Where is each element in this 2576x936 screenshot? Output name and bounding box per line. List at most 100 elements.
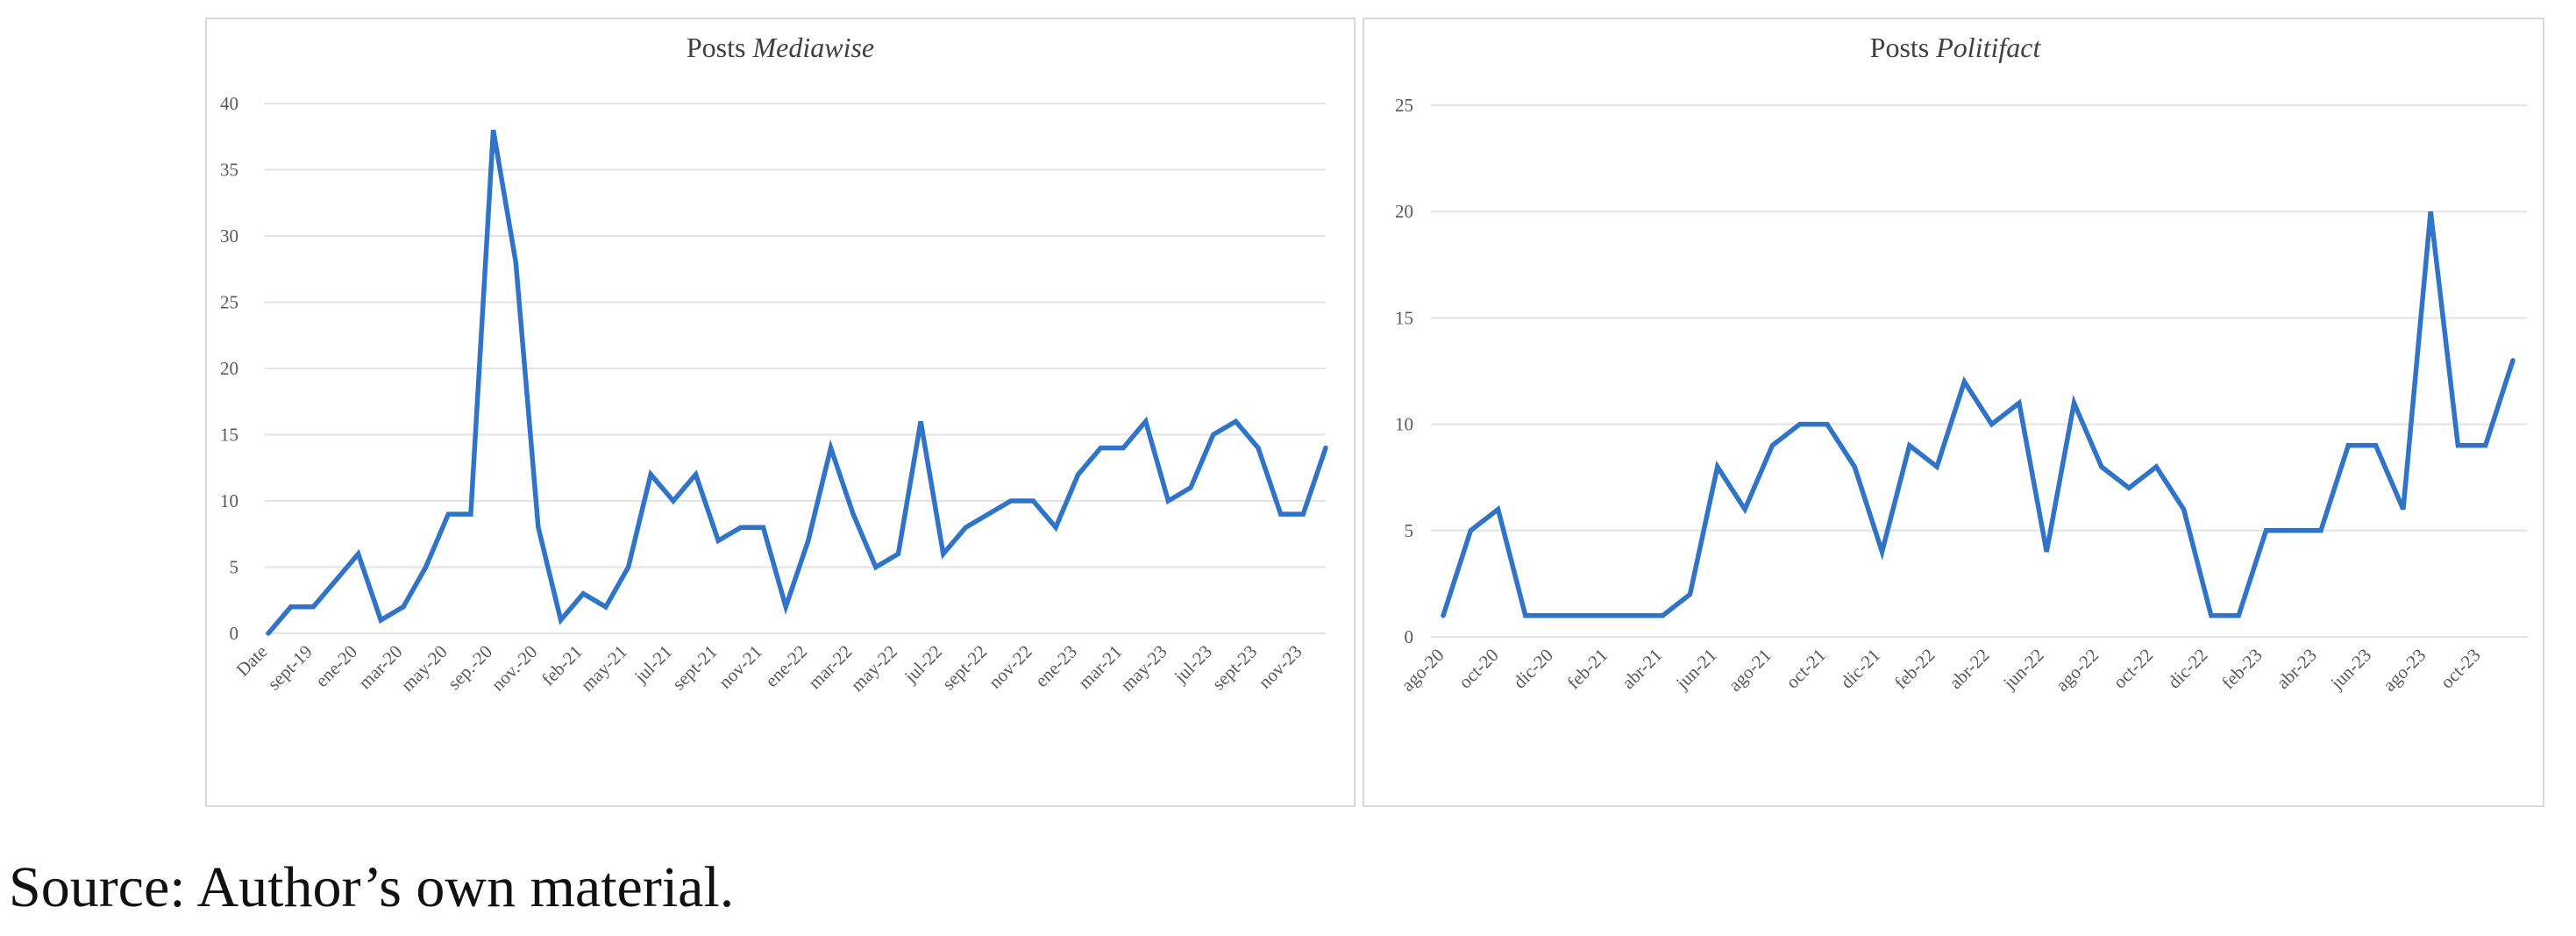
- chart-mediawise: Posts Mediawise0510152025303540Datesept-…: [220, 32, 1328, 696]
- x-tick-label: sept-19: [263, 641, 317, 695]
- y-tick-label: 0: [1405, 626, 1414, 647]
- data-point: [1961, 379, 1967, 384]
- data-point: [873, 565, 879, 570]
- x-tick-label: dic-22: [2164, 645, 2212, 693]
- x-tick-label: abr-23: [2272, 645, 2320, 693]
- data-point: [1008, 498, 1014, 504]
- data-point: [378, 618, 383, 623]
- data-point: [1496, 507, 1501, 512]
- data-point: [671, 498, 676, 504]
- data-point: [1605, 613, 1611, 618]
- data-point: [2401, 507, 2406, 512]
- x-tick-label: nov-21: [715, 641, 766, 693]
- x-tick-label: oct-20: [1455, 645, 1503, 693]
- x-tick-label: may-22: [846, 641, 900, 696]
- chart-title: Posts Politifact: [1870, 32, 2042, 63]
- data-point: [1989, 422, 1995, 427]
- data-point: [648, 472, 653, 477]
- x-tick-label: jun-22: [1998, 645, 2047, 694]
- data-point: [1121, 446, 1126, 451]
- data-point: [2483, 443, 2488, 448]
- y-tick-label: 20: [1395, 201, 1413, 222]
- data-point: [445, 511, 451, 517]
- data-point: [941, 551, 946, 556]
- data-point: [468, 511, 473, 517]
- x-tick-label: may-20: [396, 641, 451, 696]
- data-point: [2181, 507, 2187, 512]
- data-point: [2071, 400, 2076, 405]
- data-point: [1577, 613, 1583, 618]
- data-point: [603, 604, 608, 610]
- x-tick-label: dic-21: [1836, 645, 1884, 693]
- x-tick-label: mar-21: [1074, 641, 1127, 694]
- data-point: [963, 525, 968, 530]
- x-tick-label: oct-21: [1782, 645, 1830, 693]
- data-point: [2291, 528, 2296, 533]
- data-point: [694, 472, 699, 477]
- data-point: [1825, 422, 1830, 427]
- x-tick-label: abr-22: [1945, 645, 1993, 693]
- x-tick-label: ago-23: [2379, 645, 2430, 696]
- data-point: [1323, 446, 1328, 451]
- x-tick-label: sept-23: [1208, 641, 1262, 695]
- data-point: [1468, 528, 1473, 533]
- data-point: [1053, 525, 1058, 530]
- x-tick-label: jun-23: [2326, 645, 2375, 694]
- chart-title: Posts Mediawise: [687, 32, 874, 63]
- data-point: [1550, 613, 1555, 618]
- x-tick-label: nov.-20: [487, 641, 542, 696]
- data-point: [1233, 418, 1238, 424]
- x-tick-label: feb-22: [1890, 645, 1939, 694]
- x-tick-label: mar-22: [804, 641, 857, 694]
- y-tick-label: 0: [230, 623, 239, 644]
- data-point: [1742, 507, 1747, 512]
- x-tick-label: ene-22: [761, 641, 811, 691]
- data-point: [626, 565, 631, 570]
- data-point: [850, 511, 856, 517]
- x-tick-label: feb-21: [1562, 645, 1612, 694]
- data-point: [401, 604, 406, 610]
- data-point: [310, 604, 316, 610]
- x-tick-label: nov-23: [1254, 641, 1306, 693]
- data-point: [1769, 443, 1775, 448]
- data-point: [491, 127, 496, 132]
- y-tick-label: 35: [220, 160, 238, 181]
- data-point: [2126, 485, 2131, 490]
- x-tick-label: abr-21: [1618, 645, 1666, 693]
- x-tick-label: sept-21: [668, 641, 722, 695]
- chart-title-italic: Mediawise: [751, 32, 874, 63]
- data-point: [1797, 422, 1803, 427]
- x-tick-label: Date: [232, 641, 272, 681]
- x-tick-label: jun-21: [1671, 645, 1720, 694]
- x-tick-label: oct-23: [2437, 645, 2485, 693]
- x-tick-label: ago-20: [1397, 645, 1448, 696]
- chart-panel-mediawise: Posts Mediawise 0 5 10 15 20 25 30 35 40 Date sept-…: [205, 18, 1356, 807]
- x-tick-label: may-23: [1116, 641, 1171, 696]
- data-point: [1256, 446, 1261, 451]
- data-point: [2455, 443, 2460, 448]
- data-point: [1852, 464, 1857, 469]
- data-point: [828, 446, 833, 451]
- data-point: [1076, 472, 1081, 477]
- data-point: [1688, 592, 1693, 597]
- data-point: [288, 604, 294, 610]
- data-point: [895, 551, 900, 556]
- data-point: [2044, 549, 2049, 554]
- data-point: [2428, 209, 2433, 214]
- source-caption: Source: Author’s own material.: [9, 855, 735, 919]
- data-point: [1278, 511, 1284, 517]
- data-point: [2373, 443, 2379, 448]
- y-tick-label: 25: [220, 292, 238, 313]
- data-point: [2236, 613, 2241, 618]
- data-point: [1934, 464, 1939, 469]
- x-tick-label: ago-22: [2052, 645, 2103, 696]
- data-point: [2017, 400, 2022, 405]
- x-tick-label: sep.-20: [444, 641, 496, 694]
- y-tick-label: 5: [1405, 520, 1414, 541]
- x-tick-label: feb-23: [2217, 645, 2266, 694]
- data-point: [715, 538, 721, 543]
- y-tick-label: 30: [220, 225, 238, 247]
- data-point: [2263, 528, 2268, 533]
- data-point: [1660, 613, 1665, 618]
